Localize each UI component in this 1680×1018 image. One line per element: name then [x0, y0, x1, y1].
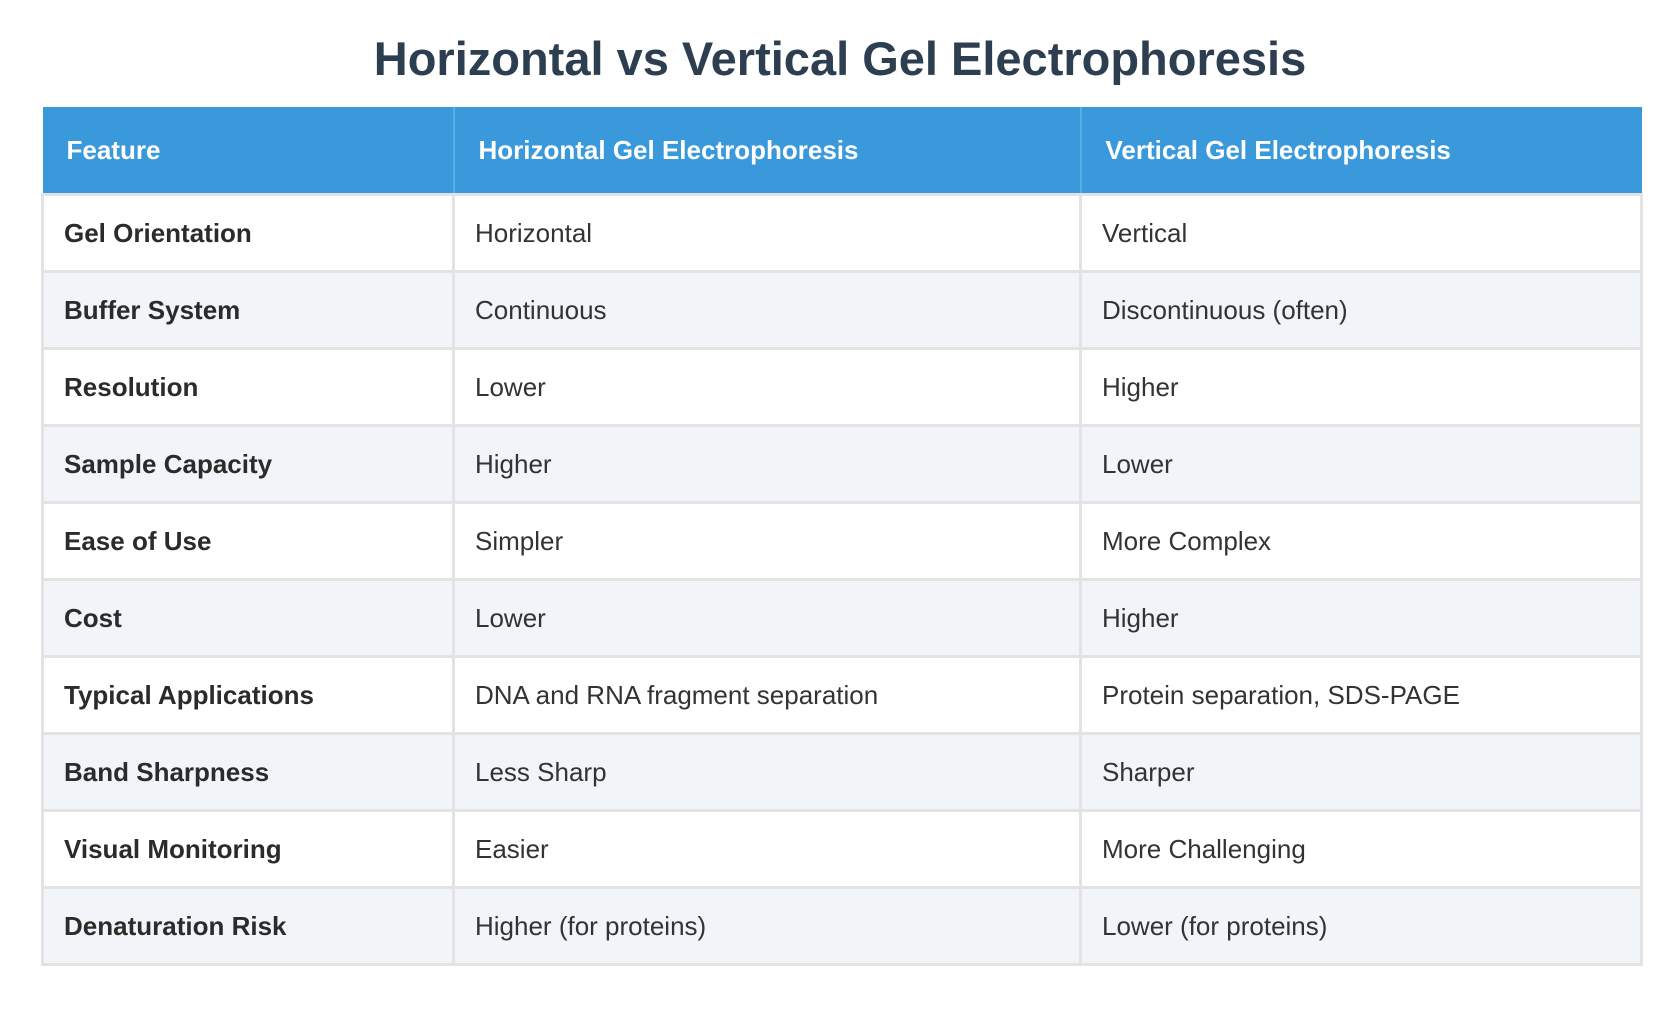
- feature-cell: Gel Orientation: [41, 193, 455, 273]
- table-row: Ease of Use Simpler More Complex: [41, 501, 1643, 581]
- vertical-cell: Higher: [1079, 347, 1643, 427]
- vertical-cell: More Complex: [1079, 501, 1643, 581]
- table-row: Visual Monitoring Easier More Challengin…: [41, 809, 1643, 889]
- table-row: Denaturation Risk Higher (for proteins) …: [41, 886, 1643, 966]
- table-row: Buffer System Continuous Discontinuous (…: [41, 270, 1643, 350]
- vertical-cell: More Challenging: [1079, 809, 1643, 889]
- horizontal-cell: Simpler: [452, 501, 1082, 581]
- feature-cell: Cost: [41, 578, 455, 658]
- table-row: Resolution Lower Higher: [41, 347, 1643, 427]
- feature-cell: Ease of Use: [41, 501, 455, 581]
- feature-cell: Denaturation Risk: [41, 886, 455, 966]
- vertical-cell: Lower (for proteins): [1079, 886, 1643, 966]
- horizontal-cell: Easier: [452, 809, 1082, 889]
- vertical-cell: Discontinuous (often): [1079, 270, 1643, 350]
- horizontal-cell: Lower: [452, 347, 1082, 427]
- table-row: Sample Capacity Higher Lower: [41, 424, 1643, 504]
- table-row: Band Sharpness Less Sharp Sharper: [41, 732, 1643, 812]
- comparison-table-container: Feature Horizontal Gel Electrophoresis V…: [41, 107, 1643, 966]
- horizontal-cell: Horizontal: [452, 193, 1082, 273]
- table-body: Gel Orientation Horizontal Vertical Buff…: [41, 193, 1643, 966]
- feature-cell: Sample Capacity: [41, 424, 455, 504]
- vertical-cell: Vertical: [1079, 193, 1643, 273]
- column-header-horizontal: Horizontal Gel Electrophoresis: [453, 107, 1082, 196]
- column-header-feature: Feature: [42, 107, 455, 196]
- horizontal-cell: Higher: [452, 424, 1082, 504]
- feature-cell: Visual Monitoring: [41, 809, 455, 889]
- table-row: Gel Orientation Horizontal Vertical: [41, 193, 1643, 273]
- column-header-vertical: Vertical Gel Electrophoresis: [1080, 107, 1642, 196]
- vertical-cell: Higher: [1079, 578, 1643, 658]
- horizontal-cell: Higher (for proteins): [452, 886, 1082, 966]
- feature-cell: Buffer System: [41, 270, 455, 350]
- header-row: Feature Horizontal Gel Electrophoresis V…: [42, 107, 1642, 196]
- feature-cell: Band Sharpness: [41, 732, 455, 812]
- table-row: Cost Lower Higher: [41, 578, 1643, 658]
- feature-cell: Typical Applications: [41, 655, 455, 735]
- vertical-cell: Sharper: [1079, 732, 1643, 812]
- horizontal-cell: Less Sharp: [452, 732, 1082, 812]
- comparison-table: Feature Horizontal Gel Electrophoresis V…: [41, 107, 1643, 966]
- page-title: Horizontal vs Vertical Gel Electrophores…: [373, 32, 1307, 85]
- vertical-cell: Protein separation, SDS-PAGE: [1079, 655, 1643, 735]
- horizontal-cell: Continuous: [452, 270, 1082, 350]
- feature-cell: Resolution: [41, 347, 455, 427]
- horizontal-cell: DNA and RNA fragment separation: [452, 655, 1082, 735]
- vertical-cell: Lower: [1079, 424, 1643, 504]
- horizontal-cell: Lower: [452, 578, 1082, 658]
- table-row: Typical Applications DNA and RNA fragmen…: [41, 655, 1643, 735]
- table-header: Feature Horizontal Gel Electrophoresis V…: [42, 107, 1642, 196]
